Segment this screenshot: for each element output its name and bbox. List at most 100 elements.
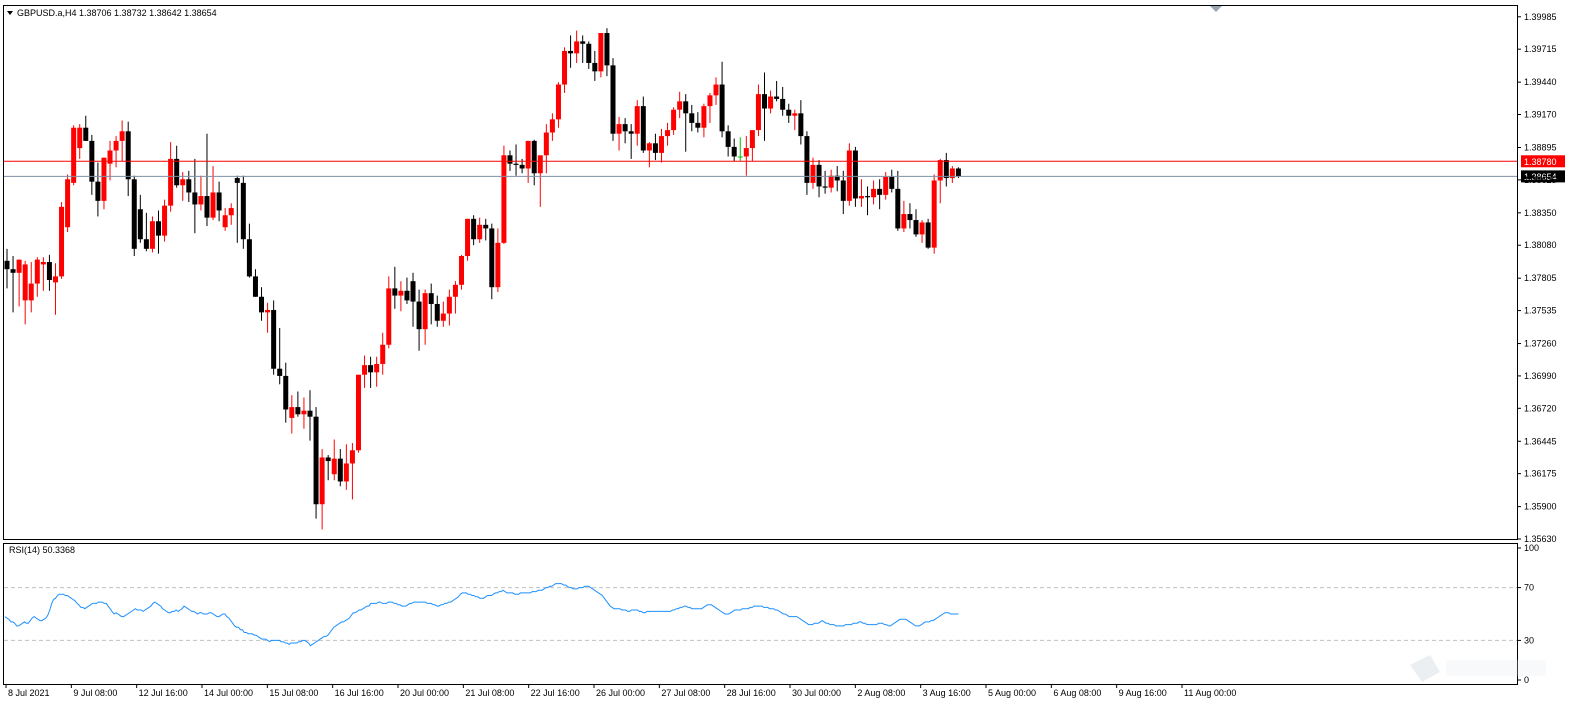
candle-body: [743, 148, 749, 157]
candle-body: [949, 168, 955, 179]
candle: [398, 281, 404, 312]
candle: [137, 194, 143, 243]
candle-body: [143, 239, 149, 249]
candle: [471, 215, 477, 246]
candle-body: [665, 130, 671, 137]
symbol-dropdown-icon[interactable]: [7, 11, 13, 15]
candle: [828, 169, 834, 193]
candle: [71, 125, 77, 186]
candle: [295, 391, 301, 417]
price-tick-label: 1.37260: [1524, 339, 1557, 349]
candle-body: [695, 122, 701, 128]
candle: [46, 254, 52, 291]
candle: [598, 32, 604, 78]
candle-body: [513, 163, 519, 165]
price-axis: 1.39985 1.39715 1.39440 1.39170 1.38895 1.386…: [1517, 12, 1557, 544]
bid-price-tag: [1521, 170, 1565, 183]
candle: [549, 113, 555, 141]
candle-body: [95, 181, 101, 201]
price-tick-label: 1.38895: [1524, 142, 1557, 152]
candle: [428, 283, 434, 325]
candle-body: [646, 143, 652, 151]
candle-body: [483, 224, 489, 229]
candle-body: [101, 157, 107, 201]
candle-body: [52, 276, 58, 283]
candle: [628, 124, 634, 159]
candle-body: [16, 259, 22, 273]
candle-body: [349, 450, 355, 464]
candle-body: [768, 96, 774, 109]
candle: [634, 100, 640, 146]
candle: [798, 100, 804, 145]
candle-body: [28, 283, 34, 301]
candle-body: [858, 196, 864, 199]
candle: [343, 444, 349, 490]
price-tick-label: 1.36445: [1524, 436, 1557, 446]
candle: [895, 170, 901, 231]
candle: [525, 140, 531, 183]
candle: [937, 158, 943, 204]
candle: [265, 302, 271, 333]
rsi-tick-label: 0: [1524, 675, 1529, 685]
candle-body: [168, 158, 174, 206]
candle-body: [495, 242, 501, 288]
candle: [919, 220, 925, 243]
candle-body: [610, 65, 616, 134]
candle-body: [616, 124, 622, 134]
candle: [113, 136, 119, 168]
candle: [774, 80, 780, 102]
candle-body: [398, 290, 404, 296]
candle: [719, 61, 725, 138]
candle-body: [331, 458, 337, 475]
watermark-logo: [1410, 655, 1546, 682]
candle: [325, 455, 331, 481]
candle-body: [719, 84, 725, 132]
candle: [107, 140, 113, 181]
candle: [683, 94, 689, 152]
candle: [416, 289, 422, 351]
candle-body: [586, 43, 592, 63]
candle-body: [107, 150, 113, 164]
candle-body: [525, 140, 531, 169]
candle-body: [683, 101, 689, 114]
candle: [816, 160, 822, 198]
candle-body: [234, 178, 240, 183]
candle: [949, 166, 955, 183]
candle: [234, 175, 240, 243]
shift-marker-icon[interactable]: [1210, 6, 1222, 12]
candle-body: [798, 113, 804, 137]
rsi-tick-label: 70: [1524, 583, 1534, 593]
candle: [452, 281, 458, 314]
candle-body: [816, 164, 822, 187]
candle-body: [786, 109, 792, 116]
candle: [755, 84, 761, 137]
candle: [810, 157, 816, 189]
candle: [337, 449, 343, 487]
candle: [743, 136, 749, 176]
time-tick-label: 2 Aug 08:00: [857, 688, 905, 698]
candle: [210, 166, 216, 221]
candle: [877, 179, 883, 210]
candle: [83, 115, 89, 141]
time-tick-label: 20 Jul 00:00: [400, 688, 449, 698]
time-tick-label: 27 Jul 08:00: [661, 688, 710, 698]
candle-body: [40, 262, 46, 265]
price-tick-label: 1.38625: [1524, 175, 1557, 185]
time-tick-label: 6 Aug 08:00: [1053, 688, 1101, 698]
candle: [616, 116, 622, 151]
candle-body: [186, 179, 192, 193]
candle: [216, 181, 222, 222]
candle-body: [537, 155, 543, 174]
candle-body: [913, 220, 919, 235]
candle-body: [477, 224, 483, 240]
candle: [737, 137, 743, 162]
candle: [355, 374, 361, 453]
candle-body: [301, 410, 307, 415]
candle: [913, 209, 919, 237]
candle-body: [755, 94, 761, 131]
price-pane-frame: [3, 5, 1518, 540]
candle: [731, 138, 737, 162]
candle: [465, 218, 471, 261]
